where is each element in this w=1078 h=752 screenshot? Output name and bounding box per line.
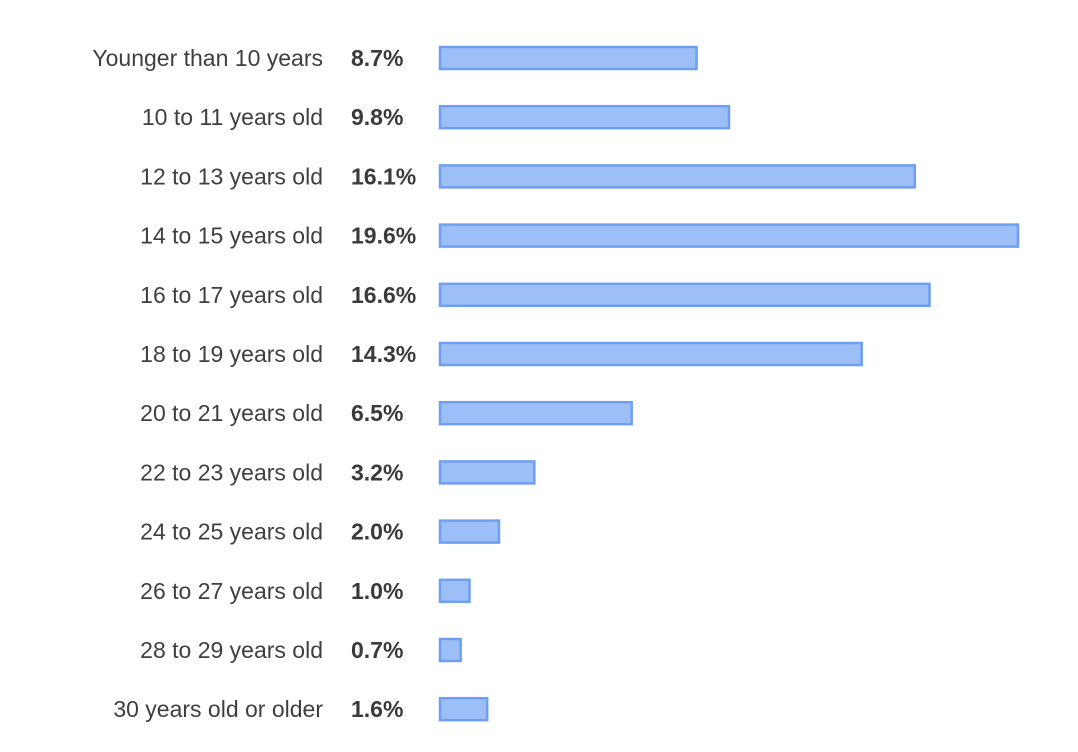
bar bbox=[438, 400, 633, 426]
value-label: 1.6% bbox=[351, 696, 403, 722]
category-label: 20 to 21 years old bbox=[140, 400, 323, 426]
category-label: 30 years old or older bbox=[113, 696, 323, 722]
value-label: 8.7% bbox=[351, 45, 403, 71]
value-label: 16.1% bbox=[351, 163, 416, 189]
bar bbox=[438, 223, 1020, 248]
value-label: 6.5% bbox=[351, 400, 403, 426]
category-label: 16 to 17 years old bbox=[140, 282, 323, 308]
category-label: 14 to 15 years old bbox=[140, 223, 323, 249]
category-label: 26 to 27 years old bbox=[140, 578, 323, 604]
category-label: 12 to 13 years old bbox=[140, 163, 323, 189]
category-label: 22 to 23 years old bbox=[140, 459, 323, 485]
bar bbox=[438, 519, 501, 544]
bar bbox=[438, 341, 863, 367]
value-label: 16.6% bbox=[351, 282, 416, 308]
bar bbox=[438, 460, 536, 485]
category-label: 28 to 29 years old bbox=[140, 637, 323, 663]
category-label: Younger than 10 years bbox=[92, 45, 323, 71]
category-label: 24 to 25 years old bbox=[140, 519, 323, 545]
bar bbox=[438, 164, 917, 189]
bar bbox=[438, 696, 489, 722]
value-label: 19.6% bbox=[351, 223, 416, 249]
bar bbox=[438, 45, 698, 71]
value-label: 1.0% bbox=[351, 578, 403, 604]
value-label: 9.8% bbox=[351, 104, 403, 130]
value-label: 14.3% bbox=[351, 341, 416, 367]
value-label: 0.7% bbox=[351, 637, 403, 663]
bar bbox=[438, 578, 471, 604]
bar bbox=[438, 637, 462, 663]
category-label: 10 to 11 years old bbox=[142, 104, 323, 130]
value-label: 3.2% bbox=[351, 459, 403, 485]
value-label: 2.0% bbox=[351, 519, 403, 545]
bar bbox=[438, 104, 731, 130]
bar bbox=[438, 282, 931, 308]
category-label: 18 to 19 years old bbox=[140, 341, 323, 367]
